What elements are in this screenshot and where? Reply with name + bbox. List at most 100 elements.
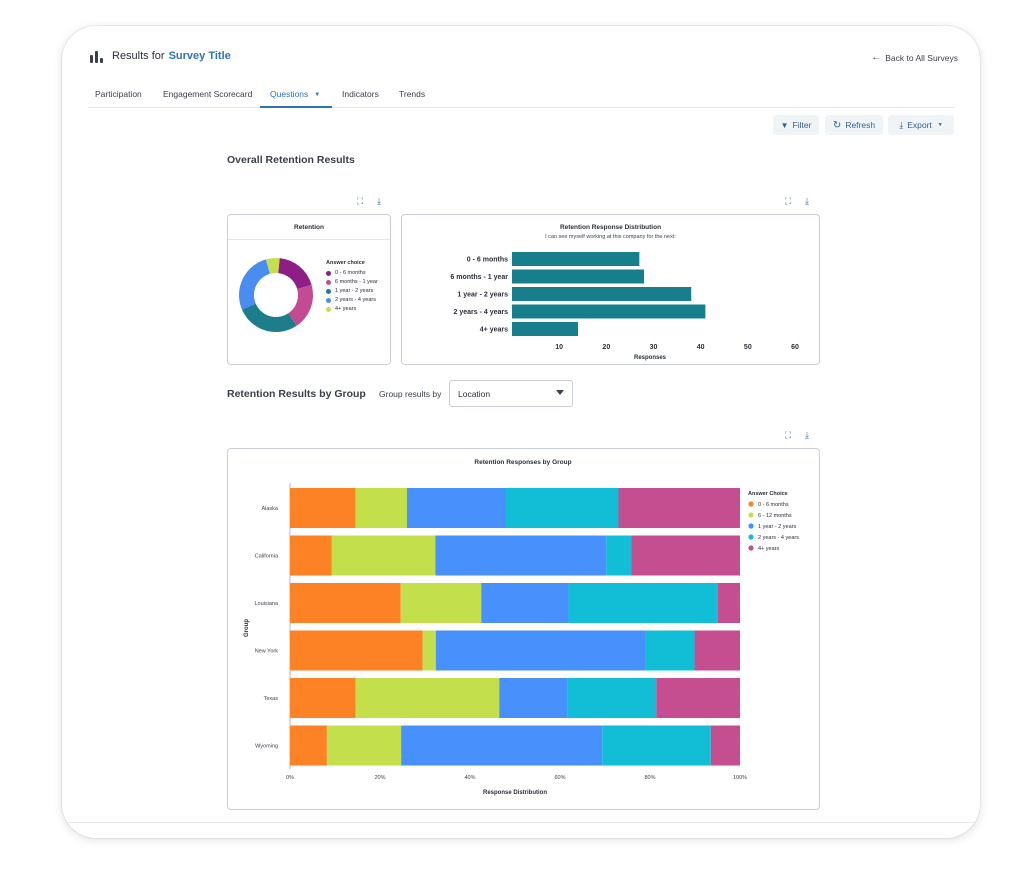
- expand-icon[interactable]: ⛶: [356, 196, 364, 206]
- stack-segment[interactable]: [499, 678, 568, 718]
- donut-chart: [239, 258, 313, 332]
- distribution-bar-chart: 0 - 6 months 6 months - 1 year 1 year - 2 …: [450, 252, 799, 361]
- tab-label: Indicators: [342, 89, 379, 99]
- tab-indicators[interactable]: Indicators: [342, 89, 379, 99]
- stack-segment[interactable]: [656, 678, 740, 718]
- legend-label[interactable]: 4+ years: [758, 546, 779, 552]
- stack-segment[interactable]: [401, 725, 603, 766]
- stack-segment[interactable]: [355, 678, 500, 718]
- y-axis-label: Group: [244, 619, 250, 637]
- legend-label: 4+ years: [335, 306, 357, 312]
- stack-segment[interactable]: [506, 488, 619, 528]
- refresh-icon: ↻: [832, 119, 842, 131]
- group-label: Louisiana: [254, 601, 278, 607]
- donut-slice[interactable]: [241, 303, 297, 332]
- stack-segment[interactable]: [290, 583, 401, 623]
- stack-segment[interactable]: [290, 630, 423, 671]
- legend-label[interactable]: 0 - 6 months: [758, 502, 789, 508]
- stack-segment[interactable]: [568, 583, 718, 623]
- category-label: 6 months - 1 year: [450, 274, 508, 281]
- tab-participation[interactable]: Participation: [95, 89, 142, 99]
- legend-item[interactable]: 2 years - 4 years: [326, 297, 378, 303]
- title-prefix: Results for: [112, 50, 165, 62]
- legend-item[interactable]: 6 months - 1 year: [326, 279, 378, 285]
- donut-slice[interactable]: [265, 258, 280, 274]
- legend-swatch: [748, 523, 754, 529]
- stack-segment[interactable]: [481, 583, 569, 623]
- tab-label: Engagement Scorecard: [163, 89, 253, 99]
- tab-label: Participation: [95, 89, 142, 99]
- expand-icon[interactable]: ⛶: [784, 196, 792, 206]
- category-label: 0 - 6 months: [467, 257, 508, 264]
- bar-chart-icon: [90, 51, 104, 63]
- back-link[interactable]: ← Back to All Surveys: [871, 52, 958, 63]
- donut-slice[interactable]: [288, 284, 313, 326]
- download-icon[interactable]: ⤓: [805, 430, 809, 440]
- chevron-down-icon: ▼: [314, 92, 321, 98]
- refresh-label: Refresh: [845, 120, 876, 130]
- stack-segment[interactable]: [567, 678, 657, 718]
- legend-swatch: [326, 297, 331, 303]
- legend-label: 0 - 6 months: [335, 270, 366, 276]
- stack-segment[interactable]: [717, 583, 740, 623]
- legend-label[interactable]: 2 years - 4 years: [758, 535, 799, 541]
- stack-segment[interactable]: [290, 678, 356, 718]
- expand-icon[interactable]: ⛶: [784, 430, 792, 440]
- stack-segment[interactable]: [631, 535, 740, 576]
- stack-segment[interactable]: [435, 630, 646, 671]
- tab-trends[interactable]: Trends: [399, 89, 425, 99]
- donut-legend: 0 - 6 months 6 months - 1 year 1 year - 2 …: [326, 270, 378, 315]
- legend-item[interactable]: 4+ years: [326, 306, 378, 312]
- chevron-down-icon: ▼: [937, 122, 943, 128]
- legend-label[interactable]: 6 - 12 months: [758, 513, 792, 519]
- stack-segment[interactable]: [694, 630, 740, 671]
- filter-button[interactable]: ▼ Filter: [773, 115, 819, 135]
- legend-item[interactable]: 0 - 6 months: [326, 270, 378, 276]
- stack-segment[interactable]: [435, 535, 607, 576]
- download-icon[interactable]: ⤓: [805, 196, 809, 206]
- donut-slice[interactable]: [278, 258, 312, 289]
- stack-segment[interactable]: [606, 535, 632, 576]
- legend-label[interactable]: 1 year - 2 years: [758, 524, 796, 530]
- donut-slice[interactable]: [239, 259, 270, 310]
- stack-segment[interactable]: [400, 583, 482, 623]
- stack-segment[interactable]: [422, 630, 436, 671]
- tab-label: Trends: [399, 89, 426, 99]
- export-button[interactable]: ⤓ Export ▼: [888, 115, 954, 135]
- bar[interactable]: [512, 304, 706, 319]
- stack-segment[interactable]: [290, 535, 332, 576]
- legend-swatch: [748, 501, 754, 507]
- tab-questions[interactable]: Questions ▼: [270, 89, 320, 99]
- bar[interactable]: [512, 287, 692, 301]
- download-icon[interactable]: ⤓: [377, 196, 381, 206]
- stack-segment[interactable]: [645, 630, 695, 671]
- legend-swatch: [326, 306, 331, 312]
- stack-segment[interactable]: [290, 488, 356, 528]
- tick-label: 0%: [286, 775, 294, 781]
- group-label: Wyoming: [255, 744, 278, 750]
- distribution-bar-card: Retention Response Distribution I can se…: [401, 214, 820, 365]
- donut-title: Retention: [294, 224, 324, 231]
- retention-donut-card: Retention Answer choice 0 - 6 months 6 mo…: [227, 214, 391, 365]
- stack-segment[interactable]: [355, 488, 407, 528]
- legend-item[interactable]: 1 year - 2 years: [326, 288, 378, 294]
- bar[interactable]: [512, 269, 645, 284]
- tab-bar: Participation Engagement Scorecard Quest…: [88, 84, 954, 108]
- stack-segment[interactable]: [331, 535, 436, 576]
- stack-segment[interactable]: [326, 725, 402, 766]
- tab-engagement-scorecard[interactable]: Engagement Scorecard: [163, 89, 252, 99]
- group-by-select[interactable]: Location: [449, 380, 573, 407]
- stack-segment[interactable]: [290, 725, 327, 766]
- survey-title[interactable]: Survey Title: [168, 50, 231, 62]
- filter-icon: ▼: [780, 120, 789, 130]
- legend-swatch: [326, 288, 331, 294]
- stack-segment[interactable]: [602, 725, 711, 766]
- stack-segment[interactable]: [618, 488, 741, 528]
- group-label: Texas: [264, 696, 279, 702]
- bar[interactable]: [512, 252, 640, 266]
- legend-label: 1 year - 2 years: [335, 288, 374, 294]
- refresh-button[interactable]: ↻ Refresh: [825, 115, 883, 135]
- stack-segment[interactable]: [710, 725, 740, 766]
- stack-segment[interactable]: [407, 488, 506, 528]
- bar[interactable]: [512, 322, 579, 336]
